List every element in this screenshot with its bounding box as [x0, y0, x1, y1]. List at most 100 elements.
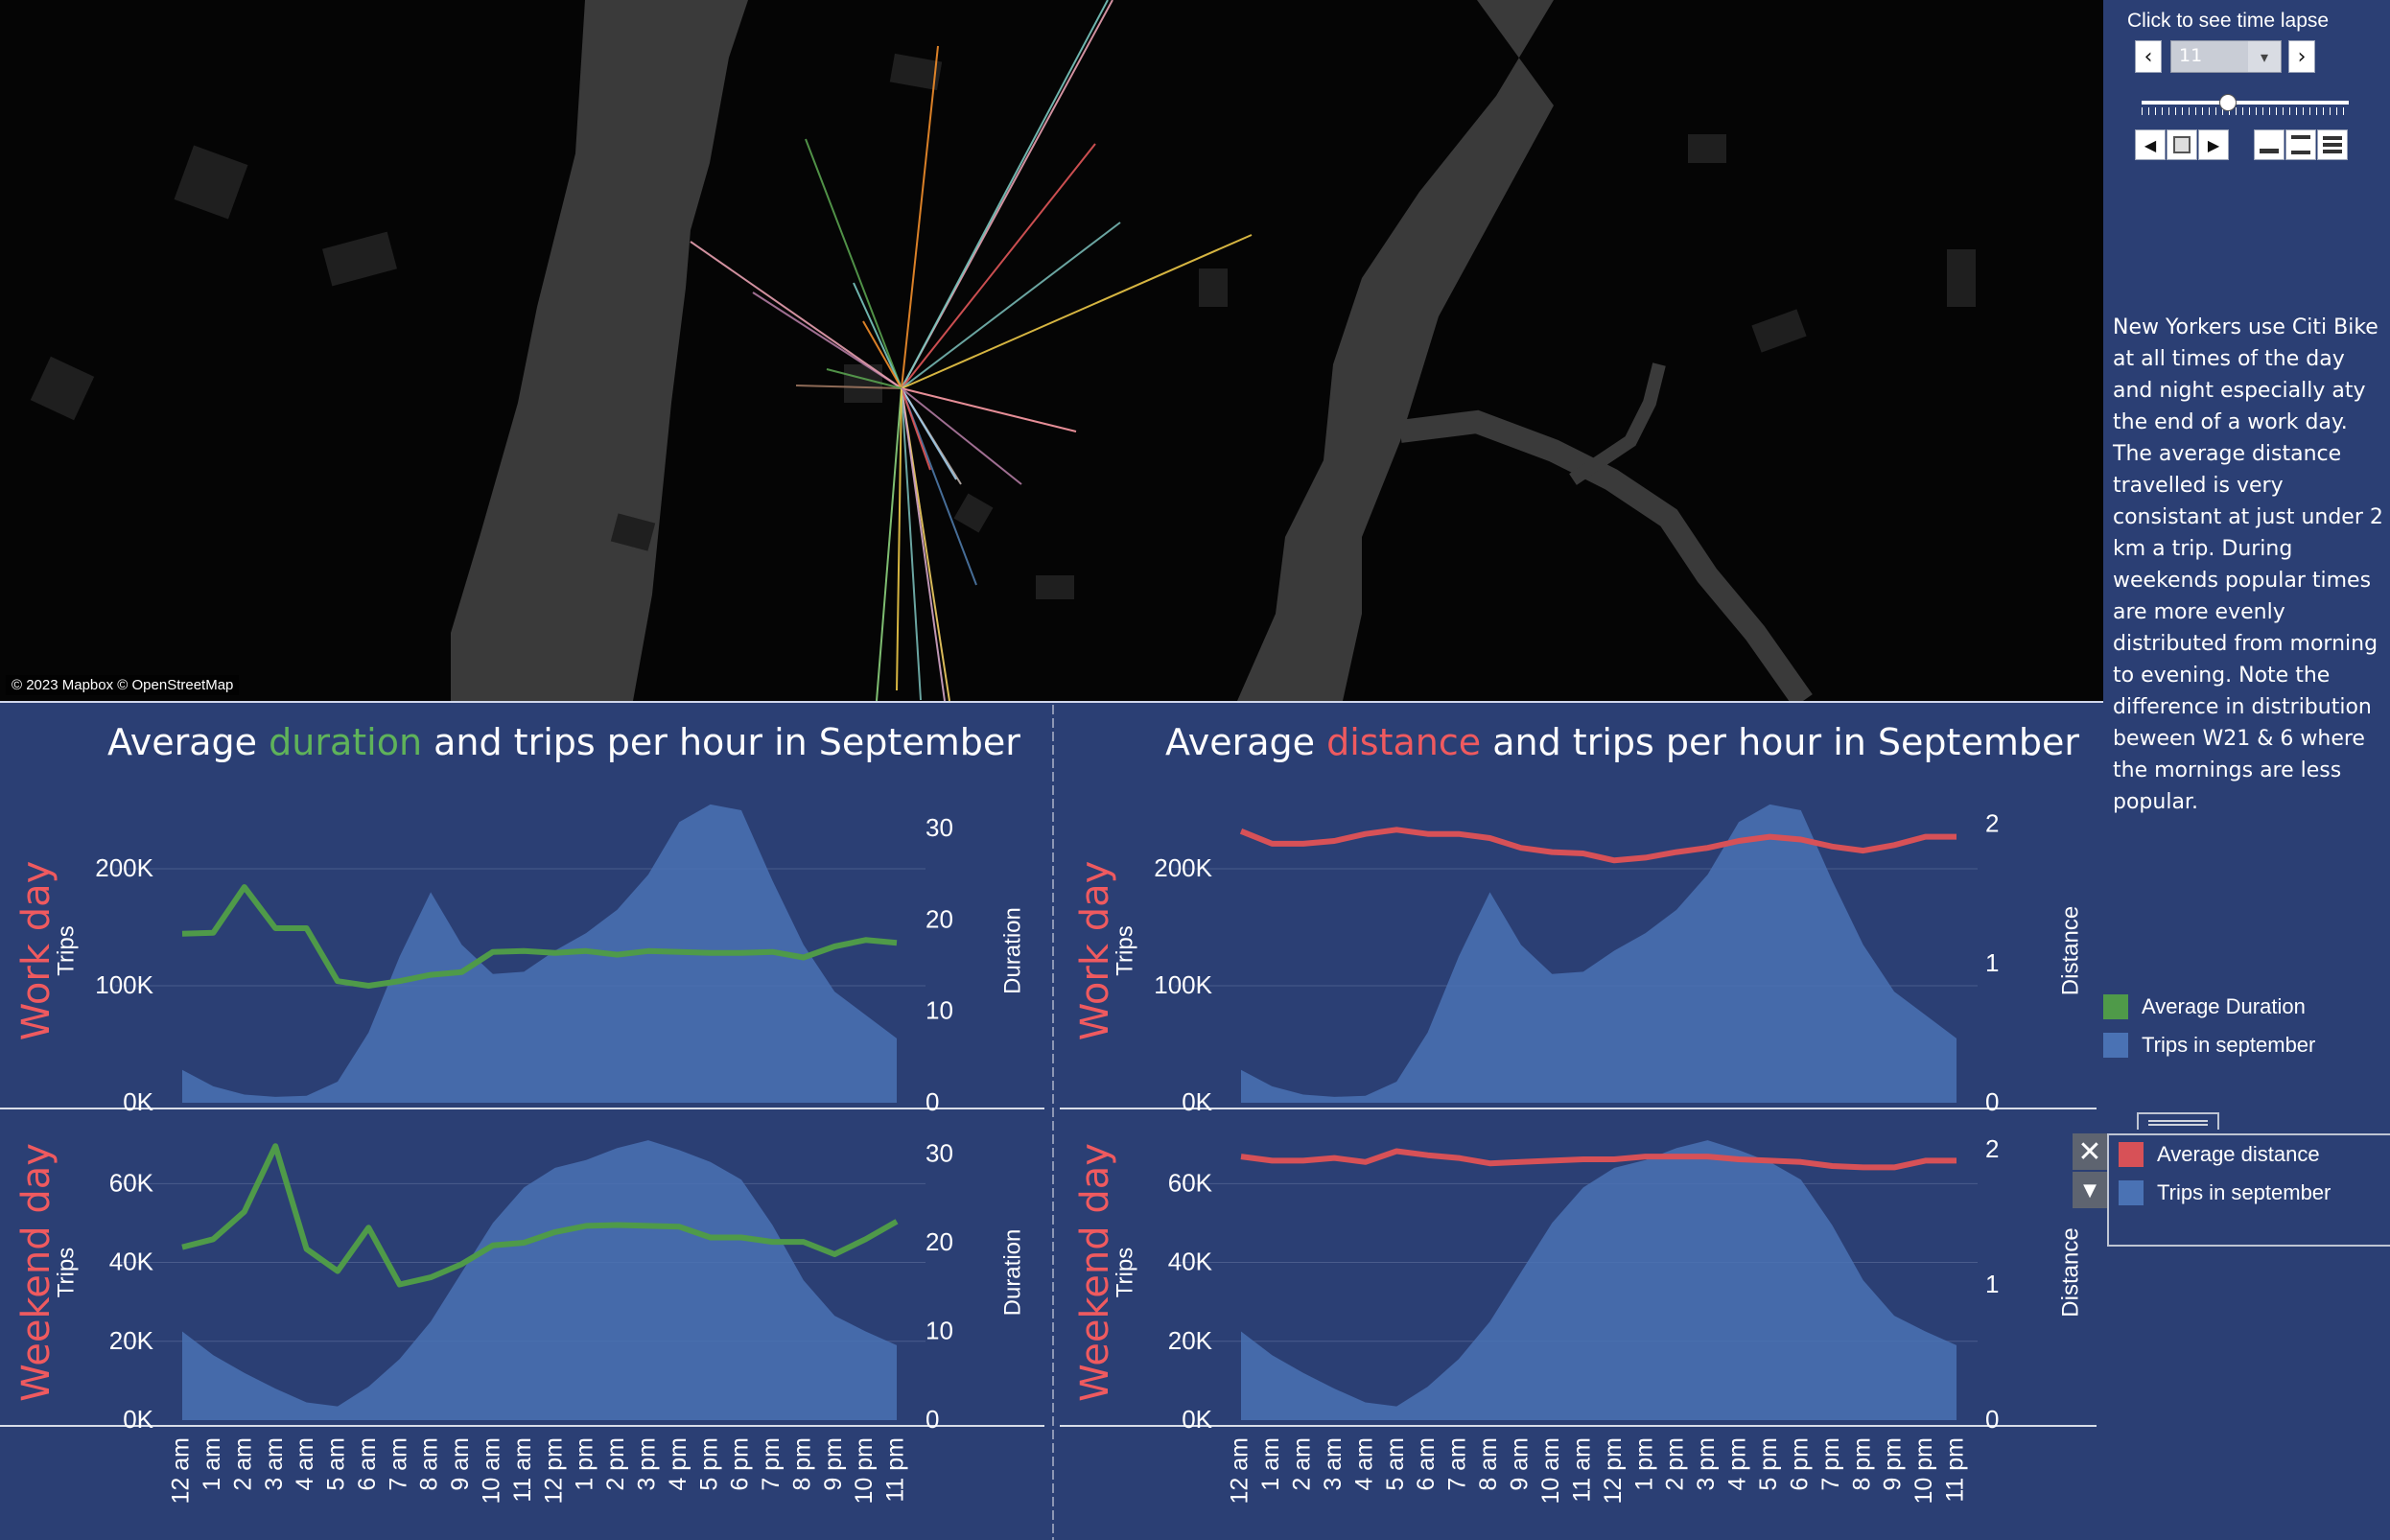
- x-tick-label: 1 pm: [1630, 1437, 1657, 1491]
- row-label: Weekend day: [14, 1143, 59, 1402]
- y2-tick-label: 30: [926, 1139, 953, 1168]
- trip-line: [901, 387, 957, 480]
- y2-tick-label: 0: [926, 1087, 939, 1116]
- trip-line: [876, 387, 902, 701]
- play-button[interactable]: ▶: [2198, 129, 2229, 160]
- x-tick-label: 6 am: [1413, 1437, 1440, 1491]
- harlem-river: [1398, 409, 1813, 701]
- x-tick-label: 2 pm: [1662, 1437, 1689, 1491]
- y2-tick-label: 0: [1985, 1405, 1999, 1434]
- timelapse-select[interactable]: 11 ▾: [2170, 40, 2282, 73]
- y2-tick-label: 10: [926, 1317, 953, 1345]
- chevron-right-icon: ›: [2297, 44, 2307, 69]
- x-tick-label: 12 am: [1227, 1437, 1254, 1504]
- trip-line: [901, 387, 1077, 432]
- speed-slow-button[interactable]: [2254, 129, 2285, 160]
- map-canvas: [0, 0, 2103, 701]
- timelapse-slider-thumb[interactable]: [2219, 94, 2237, 111]
- x-tick-label: 5 am: [1382, 1437, 1409, 1491]
- x-tick-label: 5 pm: [695, 1437, 722, 1491]
- legend-menu-button[interactable]: ▼: [2073, 1172, 2107, 1208]
- trip-line: [901, 234, 1253, 389]
- step-back-icon: ◀: [2144, 135, 2157, 154]
- trip-line: [901, 143, 1096, 389]
- panel-divider: [1052, 705, 1054, 1540]
- legend-swatch: [2103, 994, 2128, 1019]
- speed-fast-button[interactable]: [2317, 129, 2348, 160]
- y-axis-label: Trips: [53, 1248, 79, 1297]
- x-tick-label: 7 pm: [758, 1437, 785, 1491]
- speed-medium-button[interactable]: [2285, 129, 2316, 160]
- title-text: and trips per hour in September: [422, 721, 1020, 763]
- x-tick-label: 1 pm: [572, 1437, 598, 1491]
- y2-tick-label: 2: [1985, 1134, 1999, 1163]
- y-tick-label: 0K: [1182, 1405, 1212, 1434]
- map-attribution[interactable]: © 2023 Mapbox © OpenStreetMap: [6, 675, 240, 695]
- x-tick-label: 10 am: [1537, 1437, 1564, 1504]
- trip-line: [826, 368, 902, 389]
- title-text: and trips per hour in September: [1481, 721, 2079, 763]
- y-tick-label: 0K: [1182, 1087, 1212, 1116]
- x-tick-label: 8 am: [1475, 1437, 1502, 1491]
- close-icon: ✕: [2077, 1134, 2102, 1169]
- legend-item[interactable]: Trips in september: [2103, 1026, 2315, 1064]
- y2-tick-label: 1: [1985, 948, 1999, 977]
- legend-item[interactable]: Trips in september: [2119, 1174, 2331, 1212]
- x-tick-label: 6 pm: [1786, 1437, 1813, 1491]
- legend-item[interactable]: Average Duration: [2103, 988, 2315, 1026]
- buildings: [30, 53, 1976, 599]
- y-tick-label: 40K: [109, 1248, 154, 1276]
- x-tick-label: 7 am: [385, 1437, 411, 1491]
- row-label: Work day: [14, 861, 59, 1041]
- flow-map[interactable]: © 2023 Mapbox © OpenStreetMap: [0, 0, 2103, 703]
- trip-line: [690, 241, 902, 389]
- trip-line: [901, 387, 1022, 485]
- trip-line: [901, 387, 931, 471]
- x-tick-label: 7 am: [1444, 1437, 1471, 1491]
- x-tick-label: 9 pm: [1880, 1437, 1907, 1491]
- x-tick-label: 11 pm: [882, 1437, 909, 1503]
- timelapse-prev-button[interactable]: ‹: [2135, 40, 2162, 73]
- x-tick-label: 4 pm: [1724, 1437, 1751, 1491]
- x-tick-label: 7 pm: [1817, 1437, 1844, 1491]
- timelapse-next-button[interactable]: ›: [2288, 40, 2315, 73]
- x-tick-label: 9 am: [1507, 1437, 1534, 1491]
- creek: [1569, 362, 1666, 485]
- distance-legend: Average distance Trips in september: [2107, 1133, 2390, 1247]
- x-tick-label: 8 am: [416, 1437, 443, 1491]
- x-tick-label: 3 pm: [633, 1437, 660, 1491]
- timelapse-slider[interactable]: [2142, 101, 2349, 105]
- x-tick-label: 12 pm: [1600, 1437, 1627, 1504]
- x-tick-label: 5 pm: [1755, 1437, 1782, 1491]
- caret-down-icon: ▼: [2083, 1179, 2097, 1201]
- y2-tick-label: 1: [1985, 1270, 1999, 1298]
- trip-line: [901, 387, 922, 701]
- legend-label: Trips in september: [2157, 1180, 2331, 1204]
- close-legend-button[interactable]: ✕: [2073, 1133, 2107, 1170]
- stop-button[interactable]: [2167, 129, 2197, 160]
- title-highlight: duration: [269, 721, 423, 763]
- legend-drag-handle[interactable]: [2137, 1112, 2219, 1130]
- x-tick-label: 1 am: [199, 1437, 225, 1491]
- trip-flow-lines: [690, 0, 1253, 701]
- x-tick-label: 2 pm: [602, 1437, 629, 1491]
- speed-fast-icon: [2323, 136, 2342, 153]
- slider-ticks: [2142, 107, 2349, 115]
- legend-item[interactable]: Average distance: [2119, 1135, 2331, 1174]
- duration-legend: Average Duration Trips in september: [2103, 988, 2315, 1064]
- y2-tick-label: 2: [1985, 809, 1999, 838]
- x-tick-label: 8 pm: [788, 1437, 815, 1491]
- y-tick-label: 100K: [95, 970, 153, 999]
- step-back-button[interactable]: ◀: [2135, 129, 2166, 160]
- x-tick-label: 3 am: [261, 1437, 288, 1491]
- trip-line: [752, 292, 902, 389]
- play-icon: ▶: [2207, 135, 2220, 154]
- y-tick-label: 100K: [1154, 970, 1212, 999]
- x-tick-label: 3 am: [1320, 1437, 1347, 1491]
- x-tick-label: 11 pm: [1942, 1437, 1969, 1503]
- title-text: Average: [107, 721, 269, 763]
- x-tick-label: 10 pm: [1910, 1437, 1937, 1504]
- trips-area: [182, 804, 897, 1103]
- trip-line: [862, 320, 902, 389]
- average-line: [1239, 827, 1957, 864]
